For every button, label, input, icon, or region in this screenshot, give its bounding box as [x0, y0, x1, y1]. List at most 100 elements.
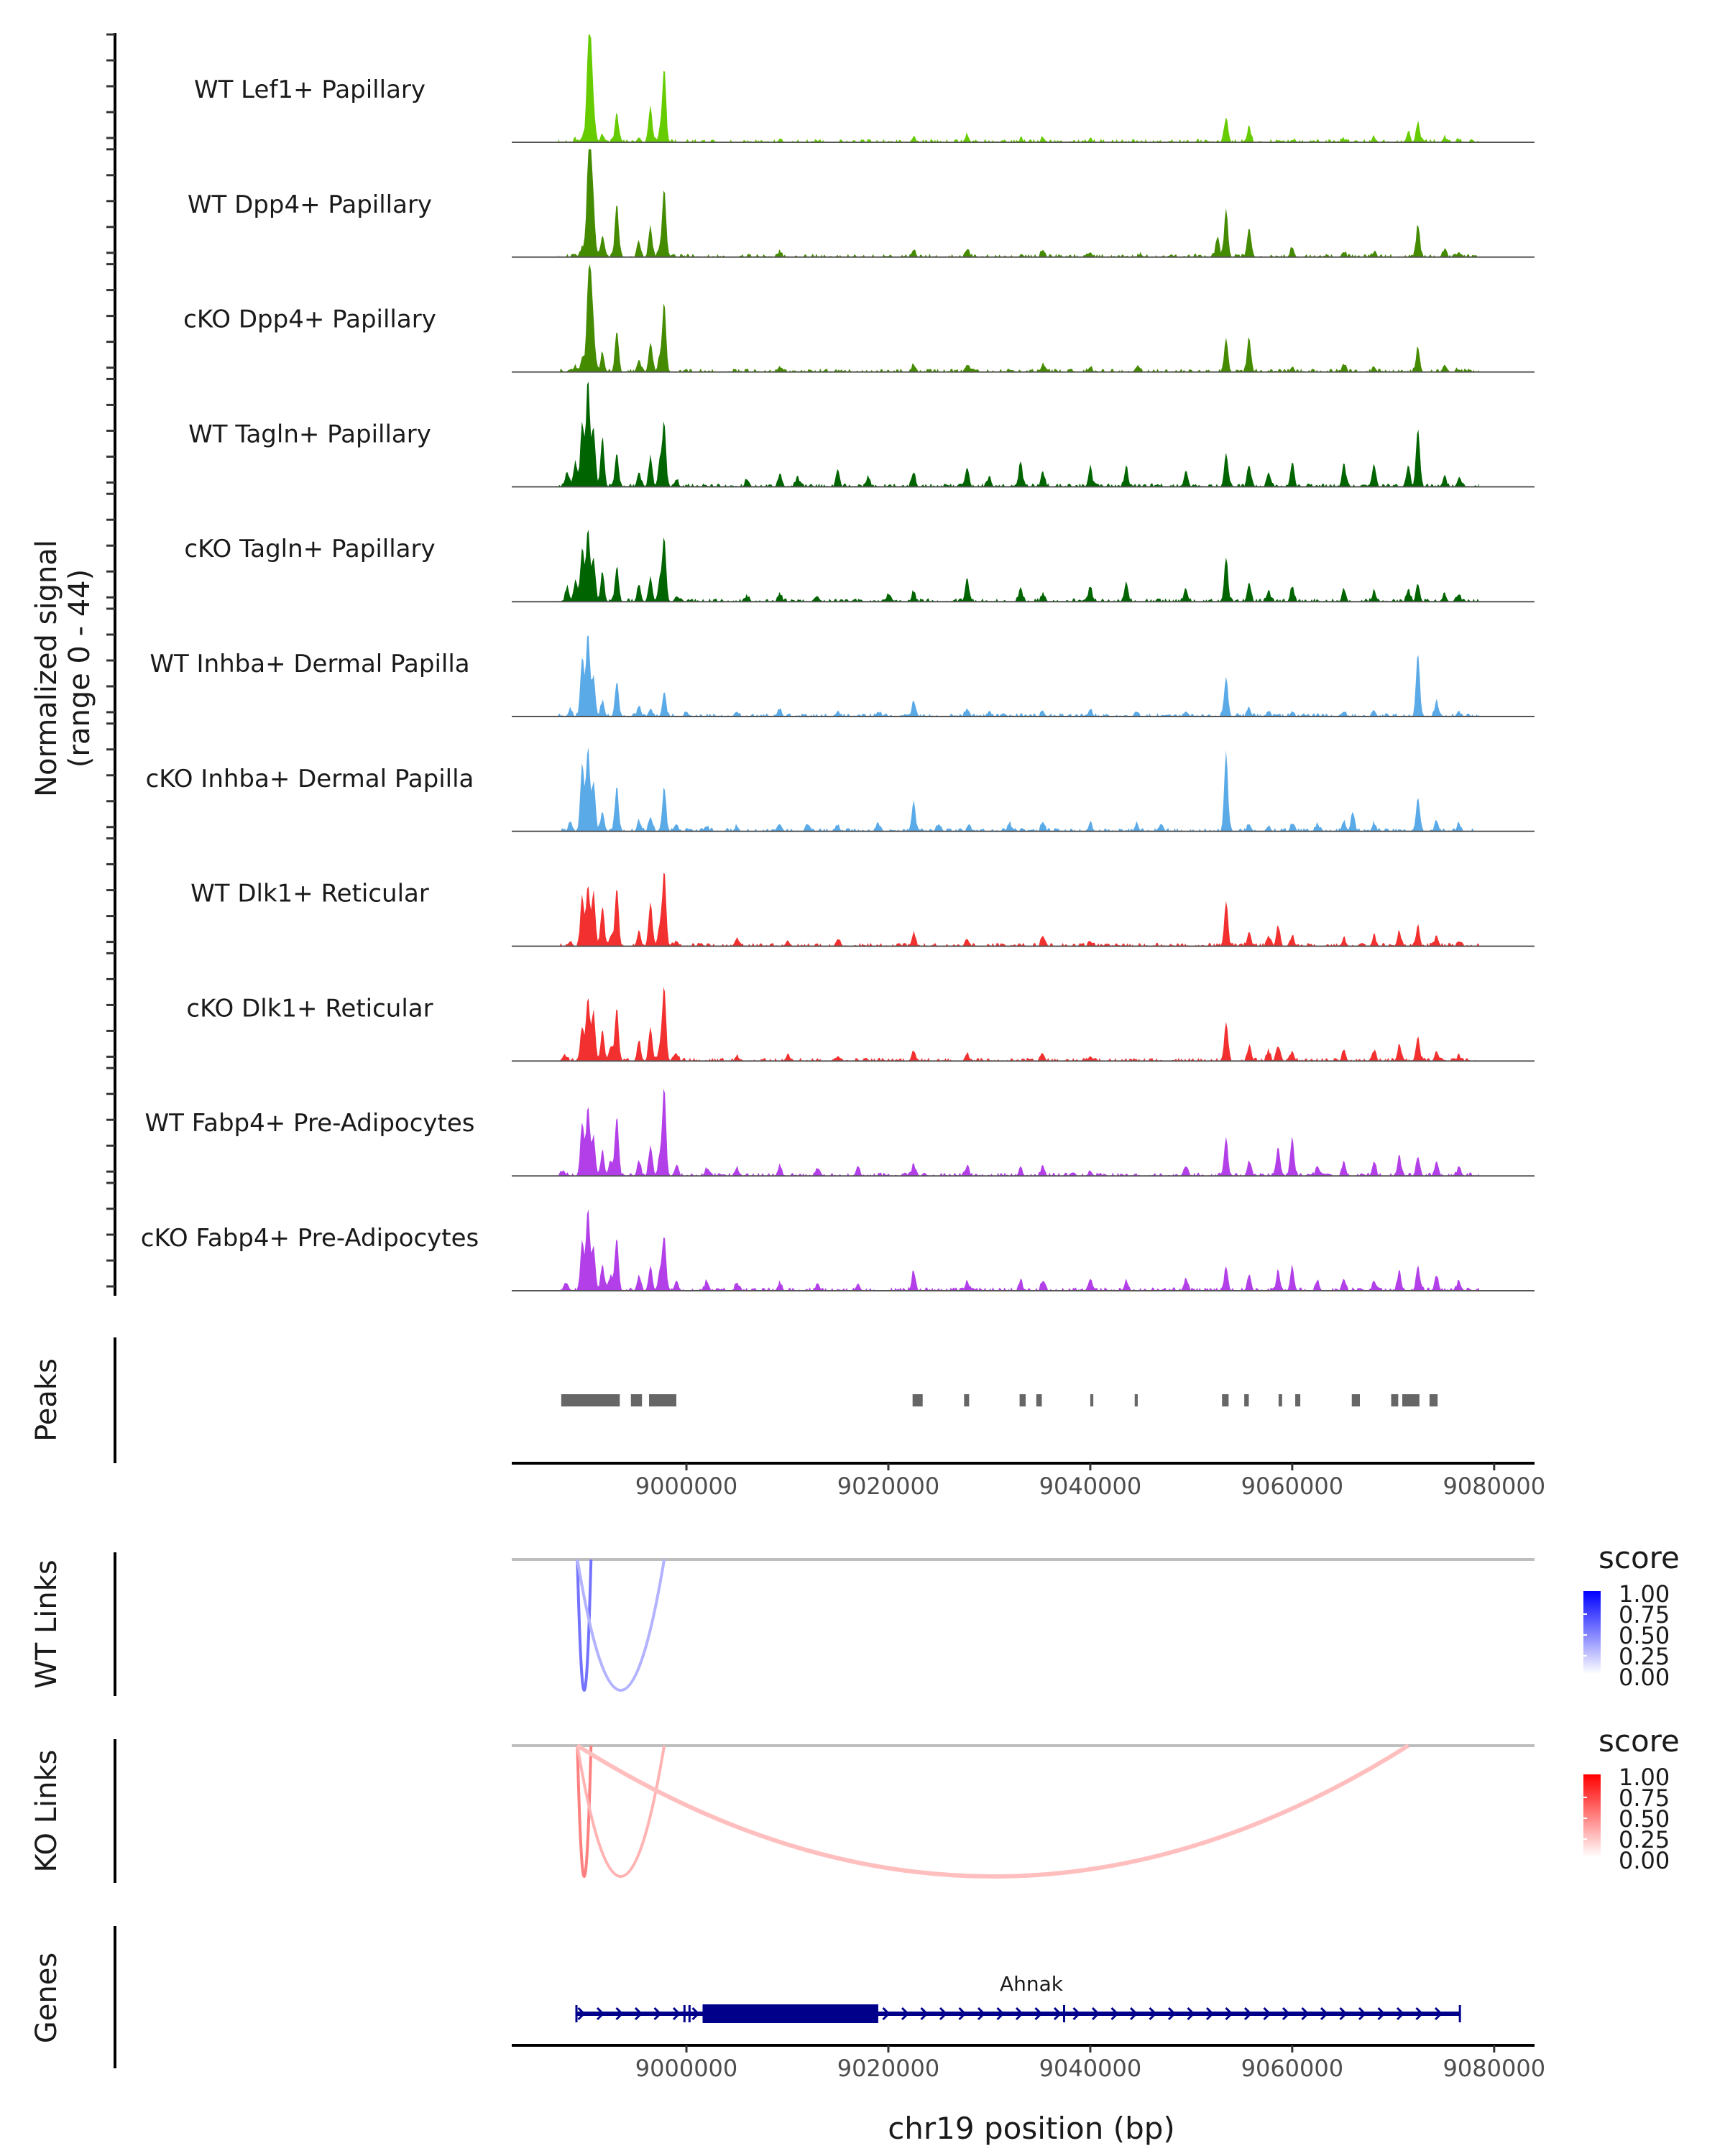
strand-arrow-icon: [1415, 2007, 1424, 2021]
legend-tick-label: 1.00: [1619, 1764, 1670, 1791]
coverage-tracks: WT Lef1+ Papillary WT Dpp4+ Papillary cKO …: [141, 34, 1535, 1291]
ko-links-legend: score 1.000.750.500.250.00: [1583, 1723, 1680, 1874]
genes-panel: Genes Ahnak 9000000 9020000 9040000 9060000…: [30, 1926, 1545, 2146]
coverage-area: [558, 1088, 1479, 1176]
wt-links-arcs: [576, 1559, 666, 1692]
peak-region: [630, 1394, 643, 1406]
genes-track-label: Genes: [30, 1953, 63, 2043]
strand-arrow-icon: [939, 2007, 948, 2021]
legend-tick-label: 0.25: [1619, 1643, 1670, 1670]
strand-arrow-icon: [1053, 2007, 1062, 2021]
coverage-ylabel-line1: Normalized signal: [30, 540, 63, 797]
strand-arrow-icon: [1301, 2007, 1310, 2021]
strand-arrow-icon: [882, 2007, 891, 2021]
peak-region: [1036, 1394, 1042, 1406]
peak-region: [1244, 1394, 1249, 1406]
legend-colorbar: [1583, 1591, 1601, 1674]
x-tick-label: 9000000: [635, 2055, 738, 2082]
strand-arrow-icon: [901, 2007, 910, 2021]
coverage-area: [558, 382, 1479, 487]
peak-region: [649, 1394, 676, 1406]
strand-arrow-icon: [977, 2007, 986, 2021]
x-tick-label: 9020000: [837, 1473, 940, 1500]
gene-exon: [688, 2005, 691, 2022]
peak-region: [912, 1394, 923, 1406]
strand-arrow-icon: [691, 2007, 700, 2021]
strand-arrow-icon: [672, 2007, 681, 2021]
link-arc: [576, 1745, 666, 1878]
peak-region: [964, 1394, 970, 1406]
strand-arrow-icon: [1282, 2007, 1291, 2021]
strand-arrow-icon: [1034, 2007, 1043, 2021]
coverage-y-axis: Normalized signal (range 0 - 44): [30, 33, 116, 1296]
legend-tick-label: 1.00: [1619, 1580, 1670, 1608]
strand-arrow-icon: [1396, 2007, 1405, 2021]
legend-title: score: [1598, 1540, 1680, 1575]
peak-region: [1351, 1394, 1360, 1406]
x-tick-label: 9060000: [1241, 1473, 1344, 1500]
legend-tick-label: 0.25: [1619, 1826, 1670, 1853]
strand-arrow-icon: [1339, 2007, 1348, 2021]
track-label: WT Lef1+ Papillary: [194, 75, 426, 104]
strand-arrow-icon: [1243, 2007, 1253, 2021]
x-axis-title: chr19 position (bp): [888, 2111, 1175, 2146]
peaks-track-label: Peaks: [30, 1358, 63, 1442]
coverage-track: WT Tagln+ Papillary: [188, 382, 1535, 488]
coverage-track: cKO Dpp4+ Papillary: [183, 264, 1535, 373]
wt-links-panel: WT Links score 1.000.750.500.250.00: [30, 1540, 1680, 1696]
legend-tick-label: 0.50: [1619, 1622, 1670, 1649]
x-tick-label: 9080000: [1443, 1473, 1546, 1500]
strand-arrow-icon: [634, 2007, 643, 2021]
gene-exon: [683, 2005, 686, 2022]
coverage-area: [558, 149, 1479, 257]
coverage-track: cKO Inhba+ Dermal Papilla: [146, 747, 1535, 832]
x-axis-upper: 9000000 9020000 9040000 9060000 9080000: [512, 1462, 1546, 1500]
coverage-track: cKO Fabp4+ Pre-Adipocytes: [141, 1210, 1535, 1291]
strand-arrow-icon: [1091, 2007, 1100, 2021]
peak-region: [1295, 1394, 1301, 1406]
legend-tick-label: 0.50: [1619, 1805, 1670, 1833]
strand-arrow-icon: [653, 2007, 662, 2021]
strand-arrow-icon: [1167, 2007, 1177, 2021]
track-label: WT Dlk1+ Reticular: [190, 880, 429, 908]
strand-arrow-icon: [1320, 2007, 1329, 2021]
track-label: cKO Dpp4+ Papillary: [183, 305, 436, 334]
gene-exon: [575, 2005, 578, 2022]
coverage-area: [558, 530, 1479, 602]
track-label: cKO Fabp4+ Pre-Adipocytes: [141, 1224, 479, 1253]
gene-exon: [702, 2004, 878, 2023]
coverage-track: cKO Dlk1+ Reticular: [186, 987, 1535, 1062]
coverage-area: [558, 635, 1479, 717]
strand-arrow-icon: [596, 2007, 605, 2021]
legend-colorbar: [1583, 1774, 1601, 1857]
legend-tick-label: 0.75: [1619, 1784, 1670, 1812]
track-label: WT Dpp4+ Papillary: [188, 190, 432, 219]
peak-region: [1134, 1394, 1138, 1406]
peak-region: [1391, 1394, 1399, 1406]
coverage-area: [558, 264, 1479, 372]
x-tick-label: 9060000: [1241, 2055, 1344, 2082]
wt-links-legend: score 1.000.750.500.250.00: [1583, 1540, 1680, 1691]
coverage-area: [558, 872, 1479, 946]
peaks-panel: Peaks 9000000 9020000 9040000 9060000 908000…: [30, 1337, 1545, 1500]
legend-tick-label: 0.00: [1619, 1847, 1670, 1874]
track-label: WT Fabp4+ Pre-Adipocytes: [145, 1109, 475, 1138]
strand-arrow-icon: [1358, 2007, 1367, 2021]
x-axis-lower: 9000000 9020000 9040000 9060000 9080000: [512, 2044, 1545, 2082]
peak-region: [1222, 1394, 1229, 1406]
x-tick-label: 9040000: [1039, 2055, 1142, 2082]
gene-name-label: Ahnak: [1000, 1972, 1064, 1996]
x-tick-label: 9040000: [1039, 1473, 1142, 1500]
coverage-track: WT Lef1+ Papillary: [194, 34, 1535, 143]
track-label: cKO Dlk1+ Reticular: [186, 994, 433, 1023]
coverage-axis-ticks: [106, 33, 115, 1288]
track-label: cKO Inhba+ Dermal Papilla: [146, 765, 474, 793]
coverage-track: WT Inhba+ Dermal Papilla: [150, 635, 1535, 717]
coverage-track: cKO Tagln+ Papillary: [184, 530, 1535, 603]
ko-links-arcs: [576, 1743, 1410, 1879]
strand-arrow-icon: [920, 2007, 929, 2021]
gene-exon: [1458, 2005, 1461, 2022]
coverage-track: WT Dlk1+ Reticular: [190, 872, 1535, 947]
strand-arrow-icon: [1434, 2007, 1443, 2021]
